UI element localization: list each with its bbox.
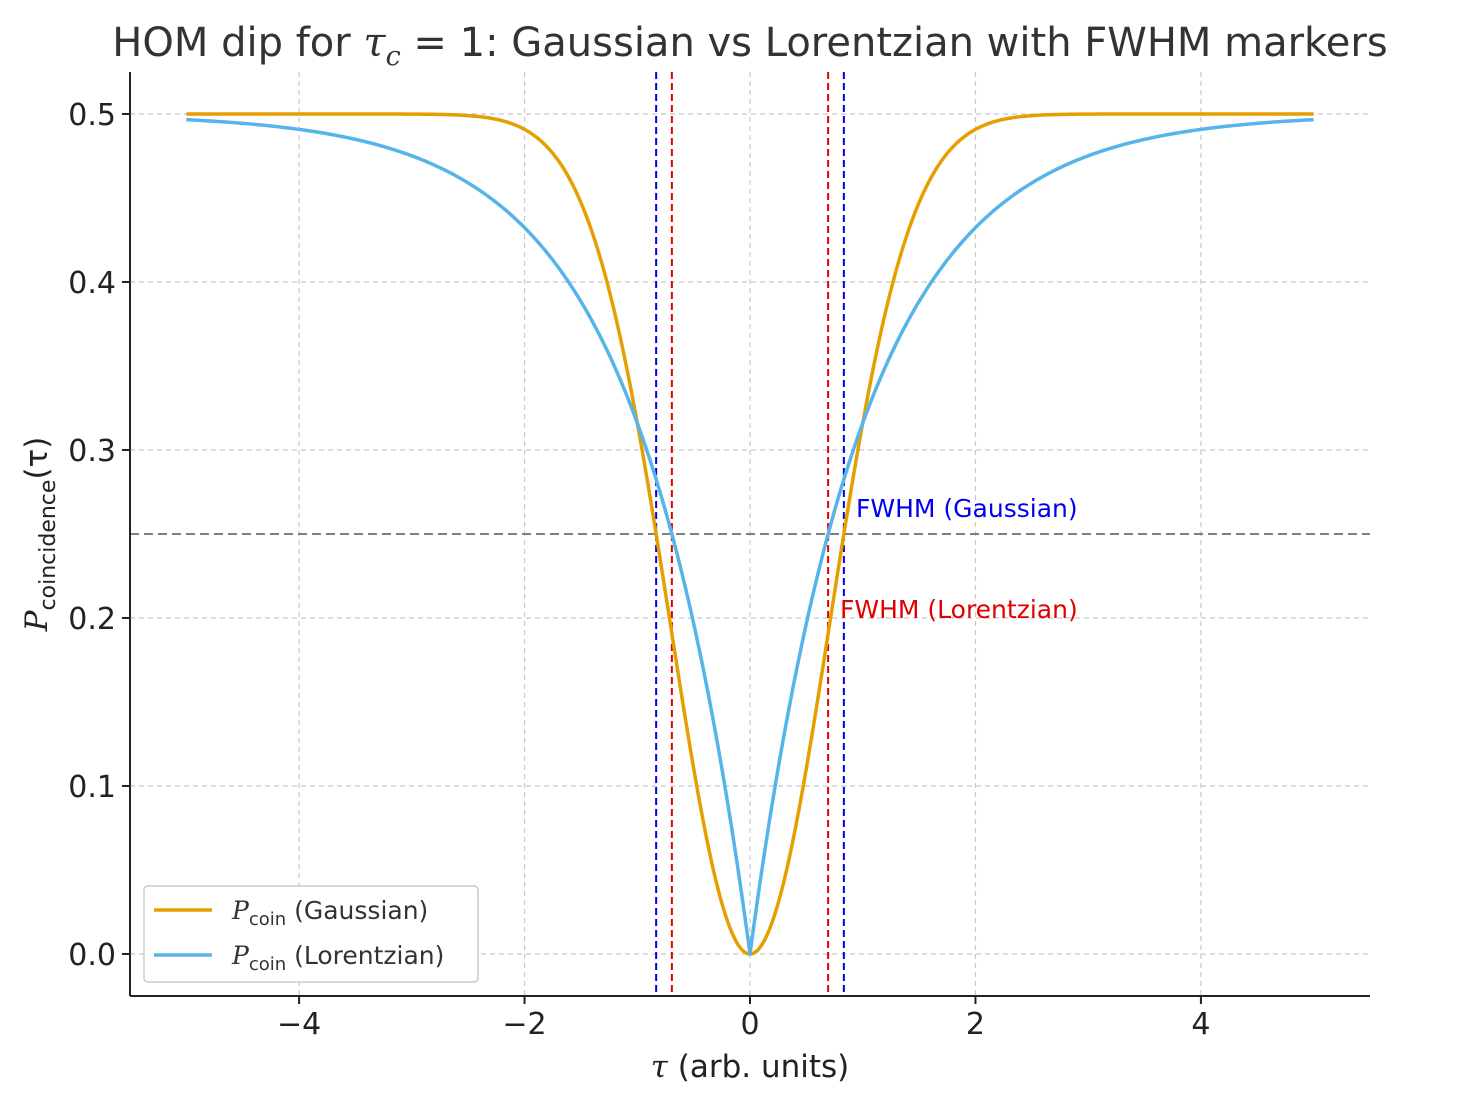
legend-label-lorentzian: Pcoin (Lorentzian) bbox=[231, 941, 444, 975]
y-tick-label: 0.0 bbox=[68, 938, 116, 973]
y-tick-label: 0.3 bbox=[68, 434, 116, 469]
x-tick-label: 0 bbox=[740, 1007, 759, 1042]
x-tick-label: 4 bbox=[1191, 1007, 1210, 1042]
legend-label-gaussian: Pcoin (Gaussian) bbox=[231, 896, 428, 930]
series-lines bbox=[186, 112, 1314, 956]
series-line-lorentzian bbox=[186, 117, 1314, 956]
x-tick-label: −2 bbox=[502, 1007, 546, 1042]
x-tick-label: −4 bbox=[277, 1007, 321, 1042]
legend: Pcoin (Gaussian) Pcoin (Lorentzian) bbox=[143, 885, 479, 983]
y-tick-label: 0.4 bbox=[68, 266, 116, 301]
tick-marks: −4 −2 0 2 4 0.0 0.1 0.2 0.3 0.4 0.5 bbox=[68, 98, 1210, 1042]
y-tick-label: 0.1 bbox=[68, 770, 116, 805]
legend-box bbox=[143, 885, 479, 983]
chart-title: HOM dip for τc = 1: Gaussian vs Lorentzi… bbox=[112, 20, 1387, 72]
annotation-fwhm-gaussian: FWHM (Gaussian) bbox=[856, 494, 1078, 523]
annotation-fwhm-lorentzian: FWHM (Lorentzian) bbox=[840, 595, 1078, 624]
y-tick-label: 0.5 bbox=[68, 98, 116, 133]
y-axis-label: Pcoincidence(τ) bbox=[19, 437, 61, 633]
y-tick-label: 0.2 bbox=[68, 602, 116, 637]
x-tick-label: 2 bbox=[966, 1007, 985, 1042]
x-axis-label: τ (arb. units) bbox=[651, 1049, 850, 1085]
